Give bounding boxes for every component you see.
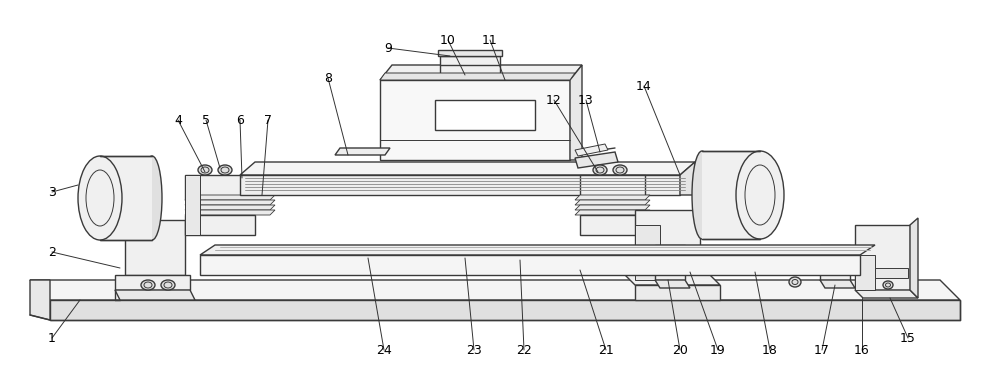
Ellipse shape: [142, 156, 162, 240]
Text: 16: 16: [854, 344, 870, 357]
Ellipse shape: [883, 281, 893, 289]
Polygon shape: [30, 280, 50, 320]
Text: 1: 1: [48, 331, 56, 344]
Text: 24: 24: [376, 344, 392, 357]
Text: 14: 14: [636, 80, 652, 93]
Polygon shape: [655, 280, 690, 288]
Polygon shape: [855, 225, 910, 290]
Polygon shape: [380, 73, 575, 80]
Polygon shape: [200, 255, 860, 275]
Polygon shape: [125, 220, 185, 275]
Polygon shape: [702, 151, 760, 239]
Polygon shape: [575, 210, 650, 215]
Polygon shape: [575, 144, 608, 156]
Polygon shape: [30, 280, 960, 300]
Polygon shape: [635, 285, 720, 300]
Text: 22: 22: [516, 344, 532, 357]
Polygon shape: [438, 50, 502, 56]
Polygon shape: [185, 175, 255, 200]
Ellipse shape: [789, 277, 801, 287]
Polygon shape: [910, 218, 918, 298]
Polygon shape: [100, 156, 152, 240]
Text: 4: 4: [174, 114, 182, 126]
Polygon shape: [575, 152, 618, 168]
Polygon shape: [185, 210, 275, 215]
Polygon shape: [200, 245, 875, 255]
Polygon shape: [185, 205, 275, 210]
Polygon shape: [185, 175, 200, 235]
Polygon shape: [625, 275, 720, 285]
Text: 2: 2: [48, 245, 56, 258]
Ellipse shape: [141, 280, 155, 290]
Polygon shape: [115, 275, 190, 290]
Polygon shape: [570, 65, 582, 160]
Ellipse shape: [198, 165, 212, 175]
Ellipse shape: [692, 151, 712, 239]
Polygon shape: [185, 200, 275, 205]
Ellipse shape: [736, 151, 784, 239]
Text: 7: 7: [264, 114, 272, 126]
Text: 18: 18: [762, 344, 778, 357]
Polygon shape: [575, 205, 650, 210]
Polygon shape: [820, 280, 855, 288]
Text: 15: 15: [900, 331, 916, 344]
Polygon shape: [820, 245, 850, 280]
Text: 11: 11: [482, 34, 498, 46]
Ellipse shape: [161, 280, 175, 290]
Polygon shape: [240, 162, 695, 175]
Polygon shape: [440, 56, 500, 65]
Text: 13: 13: [578, 93, 594, 107]
Polygon shape: [580, 175, 645, 200]
Ellipse shape: [78, 156, 122, 240]
Text: 17: 17: [814, 344, 830, 357]
Polygon shape: [855, 255, 875, 290]
Polygon shape: [240, 175, 680, 195]
Polygon shape: [380, 80, 570, 160]
Polygon shape: [575, 195, 650, 200]
Polygon shape: [855, 290, 918, 298]
Polygon shape: [580, 215, 645, 235]
Polygon shape: [185, 215, 255, 235]
Text: 10: 10: [440, 34, 456, 46]
Ellipse shape: [218, 165, 232, 175]
Polygon shape: [50, 300, 960, 320]
Text: 5: 5: [202, 114, 210, 126]
Polygon shape: [435, 100, 535, 130]
Polygon shape: [635, 210, 700, 280]
Text: 20: 20: [672, 344, 688, 357]
Polygon shape: [680, 162, 695, 195]
Polygon shape: [875, 268, 908, 278]
Polygon shape: [185, 195, 275, 200]
Polygon shape: [635, 225, 660, 280]
Text: 8: 8: [324, 72, 332, 85]
Text: 12: 12: [546, 93, 562, 107]
Ellipse shape: [593, 165, 607, 175]
Ellipse shape: [613, 165, 627, 175]
Text: 9: 9: [384, 42, 392, 54]
Text: 23: 23: [466, 344, 482, 357]
Polygon shape: [380, 65, 582, 80]
Text: 19: 19: [710, 344, 726, 357]
Polygon shape: [655, 245, 685, 280]
Text: 21: 21: [598, 344, 614, 357]
Text: 6: 6: [236, 114, 244, 126]
Polygon shape: [115, 290, 195, 300]
Polygon shape: [575, 200, 650, 205]
Text: 3: 3: [48, 186, 56, 199]
Polygon shape: [335, 148, 390, 155]
